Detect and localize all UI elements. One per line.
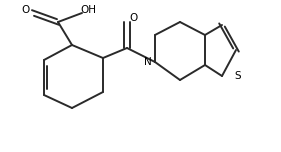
Text: S: S: [235, 71, 241, 81]
Text: O: O: [130, 13, 138, 23]
Text: OH: OH: [80, 5, 96, 15]
Text: N: N: [144, 57, 152, 67]
Text: O: O: [21, 5, 29, 15]
